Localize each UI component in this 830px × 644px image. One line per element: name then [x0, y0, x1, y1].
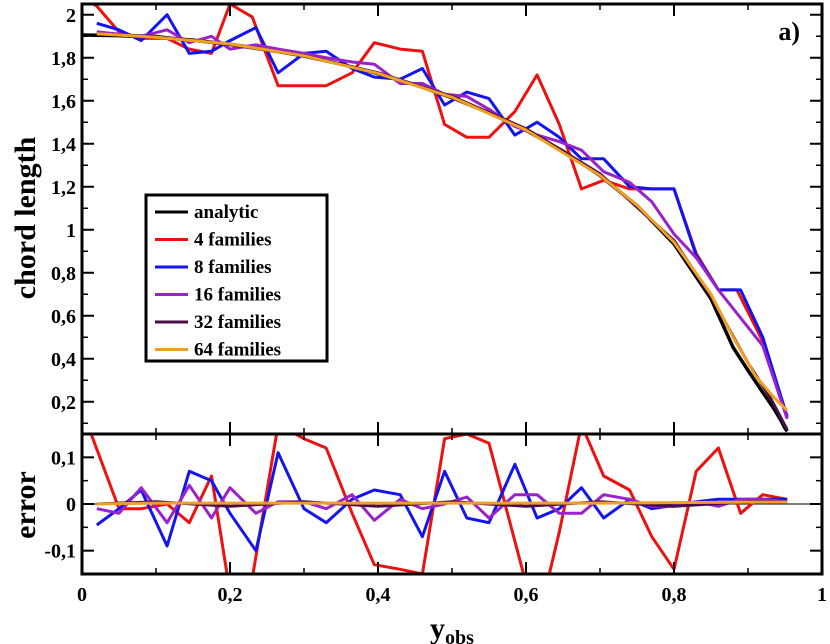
x-tick-label: 0 — [77, 584, 87, 606]
top-panel-ticks: 0,2 0,4 0,6 0,8 1 1,2 1,4 1,6 1,8 2 — [51, 4, 823, 434]
x-tick-label: 0,2 — [218, 584, 243, 606]
legend-items: analytic 4 families 8 families 16 families 3… — [155, 202, 281, 361]
top-y-axis-title: chord length — [9, 136, 42, 299]
legend-label-analytic: analytic — [194, 202, 258, 223]
series-line-64-families — [96, 32, 789, 412]
legend: analytic 4 families 8 families 16 families 3… — [144, 193, 329, 363]
y-tick-label: 1,8 — [51, 48, 76, 70]
y-tick-label: 1 — [66, 220, 76, 242]
x-axis-title-subscript: obs — [445, 627, 474, 644]
legend-box — [144, 193, 329, 363]
y-tick-label: 0,4 — [51, 349, 76, 371]
bottom-panel-series — [82, 434, 822, 574]
legend-label-4-families: 4 families — [194, 230, 272, 251]
legend-label-32-families: 32 families — [194, 312, 281, 333]
x-tick-label: 1 — [817, 584, 827, 606]
bottom-y-axis-title: error — [9, 471, 42, 539]
x-tick-label: 0,6 — [514, 584, 539, 606]
x-tick-label: 0,8 — [662, 584, 687, 606]
y-tick-label: 0,1 — [51, 447, 76, 469]
series-line-64-families-error — [96, 500, 788, 506]
x-tick-label: 0,4 — [366, 584, 391, 606]
y-tick-label: 1,6 — [51, 91, 76, 113]
top-panel-series — [82, 4, 789, 433]
y-tick-label: 0 — [66, 494, 76, 516]
y-tick-label: -0,1 — [44, 541, 76, 563]
legend-label-64-families: 64 families — [194, 340, 281, 361]
y-tick-label: 1,4 — [51, 134, 76, 156]
panel-label: a) — [778, 17, 800, 46]
legend-label-16-families: 16 families — [194, 285, 281, 306]
y-tick-label: 0,8 — [51, 263, 76, 285]
y-tick-label: 2 — [66, 5, 76, 27]
y-tick-label: 0,2 — [51, 392, 76, 414]
y-tick-label: 0,6 — [51, 306, 76, 328]
legend-label-8-families: 8 families — [194, 257, 272, 278]
x-axis-title: yobs — [430, 612, 474, 644]
x-axis-title-main: y — [430, 612, 445, 644]
bottom-panel-ticks: -0,100,10 0,2 0,4 0,6 0,8 1 — [44, 434, 827, 606]
y-tick-label: 1,2 — [51, 177, 76, 199]
series-line-8-families — [96, 13, 789, 418]
